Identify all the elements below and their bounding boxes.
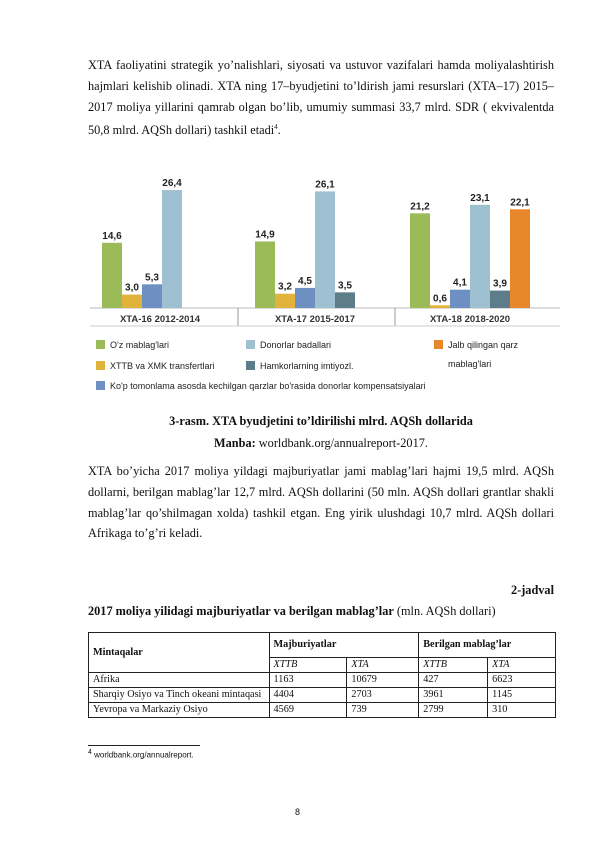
bar [510, 209, 530, 308]
header-commitments: Majburiyatlar [268, 632, 420, 658]
table-row: Sharqiy Osiyo va Tinch okeani mintaqasi … [88, 687, 556, 703]
header-disbursements: Berilgan mablag’lar [418, 632, 556, 658]
data-label: 0,6 [433, 293, 447, 304]
source-label: Manba: [214, 436, 256, 450]
cell-value: 3961 [418, 687, 489, 703]
cell-value: 4569 [268, 702, 348, 718]
table-number: 2-jadval [510, 583, 554, 597]
legend-swatch [246, 361, 255, 370]
legend-label: mablag'lari [448, 359, 491, 369]
bar [490, 290, 510, 308]
data-label: 22,1 [510, 197, 530, 208]
bar [410, 213, 430, 308]
legend-swatch [434, 340, 443, 349]
row-region: Yevropa va Markaziy Osiyo [88, 702, 270, 718]
row-region: Afrika [88, 672, 270, 688]
bar [430, 305, 450, 308]
subheader-xta-2: XTA [487, 657, 556, 673]
bar [255, 241, 275, 308]
data-label: 4,1 [453, 278, 467, 289]
table-title-unit: (mln. AQSh dollari) [393, 604, 496, 618]
commitments-paragraph: XTA bo’yicha 2017 moliya yildagi majburi… [88, 464, 554, 541]
subheader-xta-1: XTA [346, 657, 420, 673]
table-row: Yevropa va Markaziy Osiyo 4569 739 2799 … [88, 702, 556, 718]
legend-label: Donorlar badallari [260, 340, 331, 350]
table-row: Afrika 1163 10679 427 6623 [88, 672, 556, 688]
bar [295, 287, 315, 308]
cell-value: 739 [346, 702, 420, 718]
row-region: Sharqiy Osiyo va Tinch okeani mintaqasi [88, 687, 270, 703]
footnote-number: 4 [88, 749, 92, 756]
legend-label: Hamkorlarning imtiyozl. [260, 361, 354, 371]
data-label: 21,2 [410, 201, 430, 212]
legend-swatch [96, 340, 105, 349]
cell-value: 310 [487, 702, 556, 718]
bar [275, 293, 295, 308]
data-label: 5,3 [145, 272, 159, 283]
x-tick-label: XTA-16 2012-2014 [120, 314, 201, 325]
cell-value: 10679 [346, 672, 420, 688]
data-label: 4,5 [298, 276, 312, 287]
budget-bar-chart: 14,6 3,0 5,3 26,4 XTA-16 2012-2014 14,9 3,2 4,5… [90, 178, 560, 391]
bar [335, 292, 355, 308]
cell-value: 6623 [487, 672, 556, 688]
x-tick-label: XTA-17 2015-2017 [275, 314, 355, 325]
legend-label: Ko'p tomonlama asosda kechilgan qarzlar … [110, 381, 426, 391]
data-label: 3,5 [338, 280, 352, 291]
footnote: 4 worldbank.org/annualreport. [88, 749, 194, 760]
table-header-row: Mintaqalar Majburiyatlar Berilgan mablag… [88, 632, 556, 673]
cell-value: 2703 [346, 687, 420, 703]
bar [142, 284, 162, 308]
footnote-divider [88, 745, 200, 746]
x-tick-label: XTA-18 2018-2020 [430, 314, 510, 325]
legend-label: XTTB va XMK transfertlari [110, 361, 215, 371]
legend-swatch [246, 340, 255, 349]
cell-value: 1145 [487, 687, 556, 703]
intro-paragraph: XTA faoliyatini strategik yo’nalishlari,… [88, 58, 554, 138]
figure-source: Manba: worldbank.org/annualreport-2017. [88, 436, 554, 451]
table-title: 2017 moliya yilidagi majburiyatlar va be… [88, 604, 556, 619]
source-text: worldbank.org/annualreport-2017. [255, 436, 428, 450]
header-region: Mintaqalar [88, 632, 270, 673]
bar [470, 204, 490, 308]
data-label: 26,4 [162, 178, 182, 189]
data-label: 3,0 [125, 283, 139, 294]
data-label: 14,6 [102, 231, 122, 242]
legend-swatch [96, 381, 105, 390]
bar [315, 191, 335, 308]
bar [162, 190, 182, 308]
legend-swatch [96, 361, 105, 370]
figure-caption: 3-rasm. XTA byudjetini to’ldirilishi mlr… [169, 414, 473, 428]
commitments-table: Mintaqalar Majburiyatlar Berilgan mablag… [88, 632, 556, 718]
table-subheader-row: XTTB XTA XTTB XTA [89, 657, 556, 673]
data-label: 26,1 [315, 179, 335, 190]
data-label: 14,9 [255, 229, 275, 240]
subheader-xttb-1: XTTB [268, 657, 348, 673]
page-number: 8 [294, 807, 300, 817]
subheader-xttb-2: XTTB [418, 657, 489, 673]
data-label: 3,9 [493, 279, 507, 290]
cell-value: 427 [418, 672, 489, 688]
footnote-ref: 4 [274, 123, 278, 132]
cell-value: 4404 [268, 687, 348, 703]
data-label: 3,2 [278, 282, 292, 293]
data-label: 23,1 [470, 193, 490, 204]
bar [450, 289, 470, 308]
cell-value: 2799 [418, 702, 489, 718]
legend-label: Jalb qilingan qarz [448, 340, 519, 350]
footnote-text: worldbank.org/annualreport. [91, 750, 194, 760]
legend-label: O'z mablag'lari [110, 340, 169, 350]
bar [122, 294, 142, 308]
cell-value: 1163 [268, 672, 348, 688]
bar [102, 242, 122, 308]
table-title-bold: 2017 moliya yilidagi majburiyatlar va be… [88, 604, 394, 618]
